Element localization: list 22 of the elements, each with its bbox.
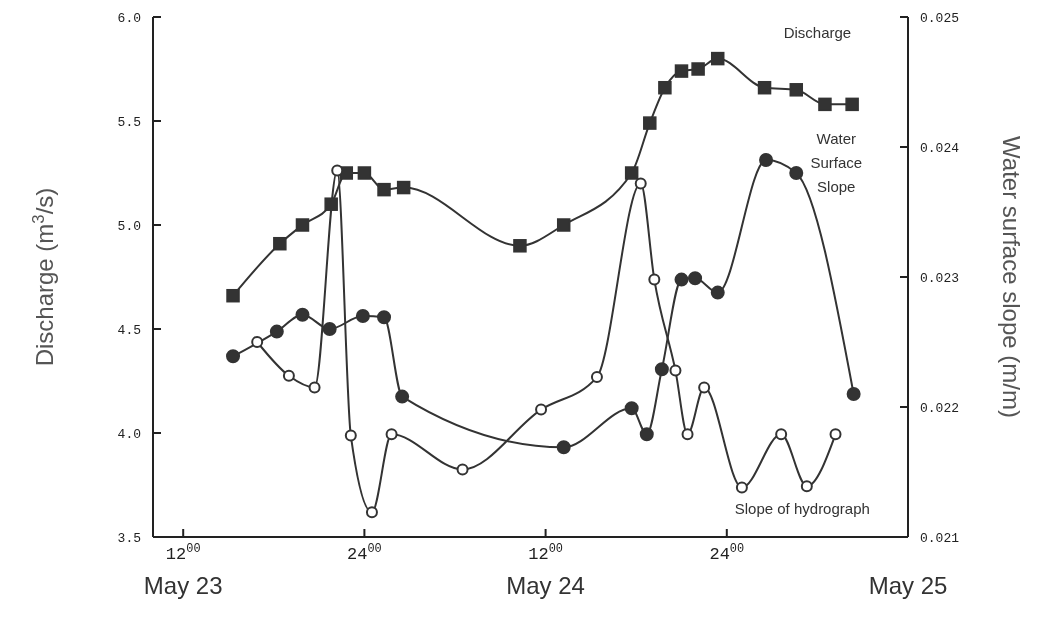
y-tick-label: 5.5 xyxy=(117,114,141,130)
series-label: Water Surface Slope xyxy=(810,130,863,196)
text: May 25 xyxy=(868,572,948,599)
y2-tick-label: 0.021 xyxy=(920,530,960,546)
series-label: Slope of hydrograph xyxy=(734,499,870,517)
x-tick-label: 24$^{00}$ xyxy=(709,542,745,564)
y-tick-label: 3.5 xyxy=(117,530,141,546)
y-tick-label: 5.0 xyxy=(117,218,141,234)
text: May 23 xyxy=(143,572,223,599)
y-tick-label: 6.0 xyxy=(117,10,141,26)
text: May 24 xyxy=(506,572,585,599)
x-tick-label: 24$^{00}$ xyxy=(347,542,382,564)
x-tick-label: 12$^{00}$ xyxy=(528,542,563,564)
y2-tick-label: 0.022 xyxy=(920,400,960,416)
x-tick-label: 12$^{00}$ xyxy=(165,542,201,564)
y-tick-label: 4.0 xyxy=(117,426,141,442)
y2-tick-label: 0.023 xyxy=(920,270,960,286)
y-tick-label: 4.5 xyxy=(117,322,141,338)
y2-axis-title: Water surface slope (m/m) xyxy=(998,136,1025,418)
text: Discharge xyxy=(783,23,852,41)
y2-tick-label: 0.025 xyxy=(920,10,960,26)
y2-tick-label: 0.024 xyxy=(920,140,960,156)
